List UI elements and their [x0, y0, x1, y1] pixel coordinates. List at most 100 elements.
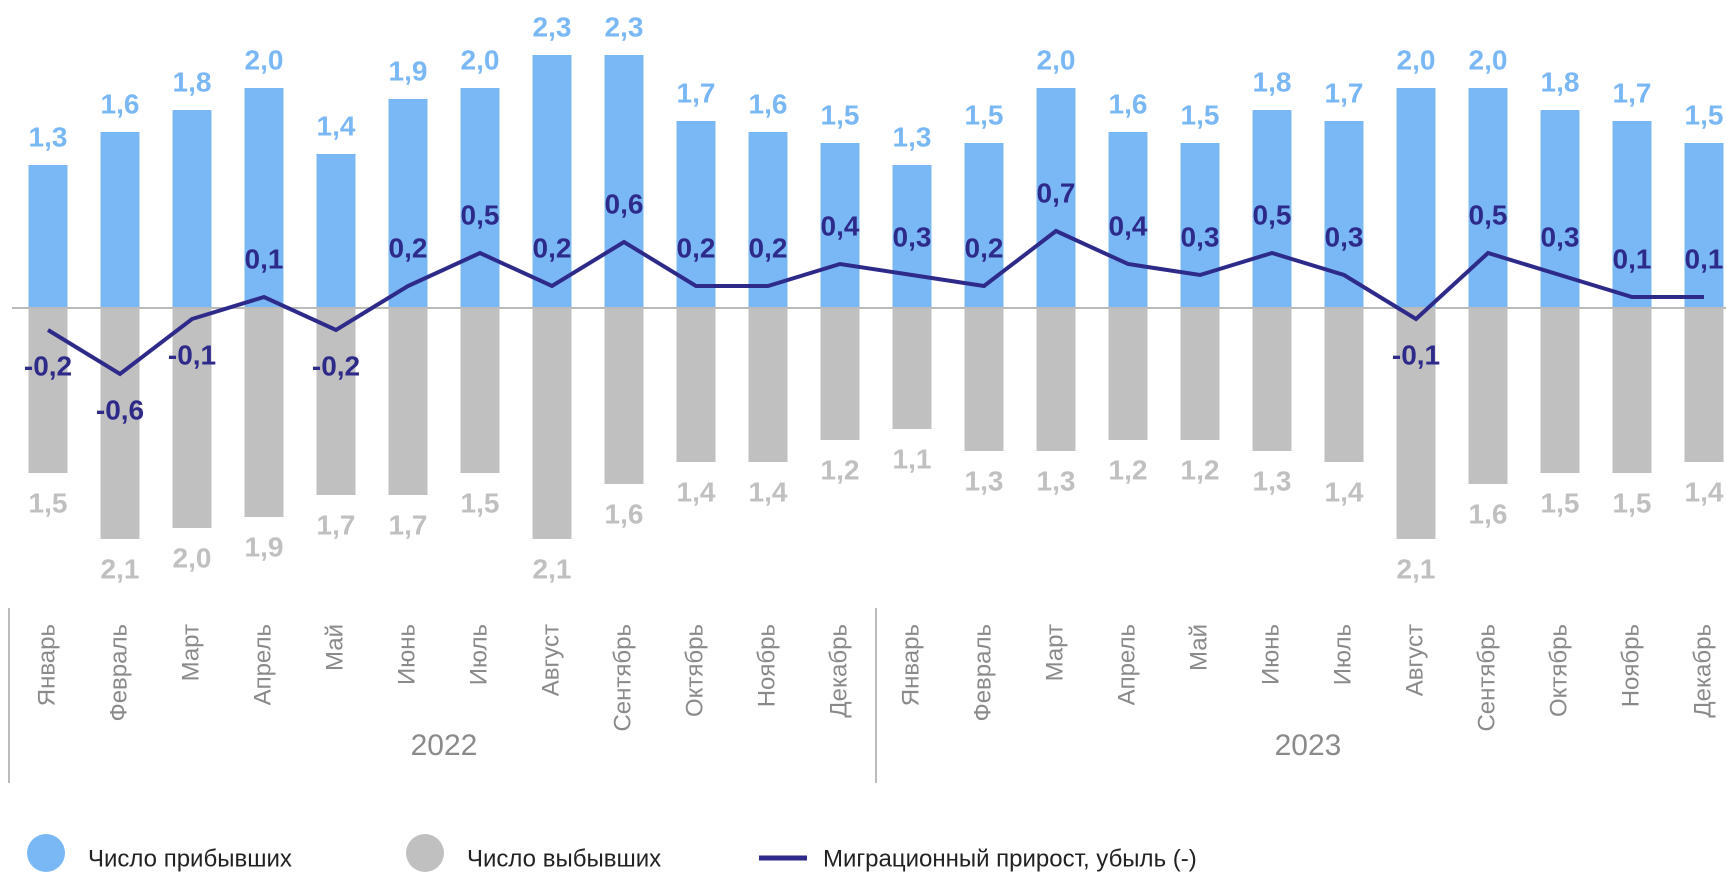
bar [604, 308, 644, 484]
value-label: 0,3 [1325, 221, 1364, 252]
bar [1108, 308, 1148, 440]
x-tick-label: Декабрь [1689, 624, 1716, 718]
x-tick-label: Октябрь [1545, 624, 1572, 717]
bar [1324, 121, 1364, 308]
value-label: 1,5 [29, 487, 68, 518]
value-label: 2,1 [533, 553, 572, 584]
bar [820, 143, 860, 308]
x-tick-label: Май [321, 624, 348, 671]
value-label: 1,1 [893, 443, 932, 474]
value-label: 1,7 [1613, 77, 1652, 108]
value-label: 1,7 [1325, 77, 1364, 108]
value-label: 1,9 [245, 531, 284, 562]
value-label: 2,0 [1469, 44, 1508, 75]
bar [892, 308, 932, 429]
value-label: 0,5 [1469, 199, 1508, 230]
value-label: 1,5 [1181, 99, 1220, 130]
bar [316, 154, 356, 308]
value-label: -0,2 [24, 350, 72, 381]
bar [1612, 308, 1652, 473]
value-label: 1,3 [965, 465, 1004, 496]
bar [1036, 88, 1076, 308]
bar [604, 55, 644, 308]
x-tick-label: Июль [1329, 624, 1356, 685]
value-label: 1,3 [29, 121, 68, 152]
x-tick-label: Сентябрь [1473, 624, 1500, 732]
x-tick-label: Июль [465, 624, 492, 685]
value-label: 1,2 [821, 454, 860, 485]
value-label: 0,2 [749, 232, 788, 263]
legend-swatch [406, 834, 444, 872]
value-label: 0,2 [677, 232, 716, 263]
value-label: 0,1 [1613, 243, 1652, 274]
bar [532, 308, 572, 539]
value-label: 1,7 [317, 509, 356, 540]
bar [1612, 121, 1652, 308]
value-label: 2,1 [101, 553, 140, 584]
value-label: 0,7 [1037, 177, 1076, 208]
x-tick-label: Сентябрь [609, 624, 636, 732]
value-label: 2,0 [1037, 44, 1076, 75]
bar [1396, 88, 1436, 308]
group-label: 2022 [411, 729, 478, 762]
value-label: 1,4 [1685, 476, 1724, 507]
value-label: 1,7 [677, 77, 716, 108]
legend-swatch [27, 834, 65, 872]
line [46, 228, 1704, 377]
bar [1468, 88, 1508, 308]
x-tick-label: Апрель [1113, 624, 1140, 705]
bar [1180, 143, 1220, 308]
bar [1324, 308, 1364, 462]
bar [1468, 308, 1508, 484]
value-label: 0,3 [1181, 221, 1220, 252]
bar [892, 165, 932, 308]
value-label: 1,3 [1253, 465, 1292, 496]
bar [964, 308, 1004, 451]
x-tick-label: Август [1401, 624, 1428, 696]
x-tick-label: Апрель [249, 624, 276, 705]
value-label: 0,4 [821, 210, 860, 241]
bar [100, 132, 140, 308]
value-label: 1,6 [1469, 498, 1508, 529]
value-label: -0,1 [1392, 339, 1440, 370]
value-label: 0,5 [1253, 199, 1292, 230]
value-label: 0,1 [1685, 243, 1724, 274]
value-label: 2,0 [461, 44, 500, 75]
x-tick-label: Февраль [105, 624, 132, 722]
value-label: 1,4 [749, 476, 788, 507]
value-label: 1,5 [965, 99, 1004, 130]
x-tick-label: Ноябрь [1617, 624, 1644, 707]
legend-label: Миграционный прирост, убыль (-) [823, 845, 1197, 872]
value-label: 0,5 [461, 199, 500, 230]
value-label: 2,0 [245, 44, 284, 75]
value-label: 2,3 [605, 11, 644, 42]
bar [460, 88, 500, 308]
bar [460, 308, 500, 473]
value-label: 1,7 [389, 509, 428, 540]
x-tick-label: Ноябрь [753, 624, 780, 707]
value-label: 1,8 [1253, 66, 1292, 97]
bar [1036, 308, 1076, 451]
bar [676, 308, 716, 462]
value-label: 1,2 [1109, 454, 1148, 485]
value-label: 1,6 [749, 88, 788, 119]
x-tick-label: Декабрь [825, 624, 852, 718]
legend-label: Число выбывших [467, 845, 661, 872]
value-label: 0,4 [1109, 210, 1148, 241]
bar [1252, 110, 1292, 308]
bar [748, 132, 788, 308]
bar [1684, 143, 1724, 308]
x-tick-label: Август [537, 624, 564, 696]
bar [820, 308, 860, 440]
bar [172, 308, 212, 528]
bar [100, 308, 140, 539]
bar [1252, 308, 1292, 451]
value-label: 1,2 [1181, 454, 1220, 485]
value-label: 1,4 [1325, 476, 1364, 507]
x-tick-label: Март [177, 624, 204, 681]
x-tick-label: Июнь [1257, 624, 1284, 685]
value-label: 0,6 [605, 188, 644, 219]
value-label: 1,3 [893, 121, 932, 152]
value-label: 1,8 [173, 66, 212, 97]
